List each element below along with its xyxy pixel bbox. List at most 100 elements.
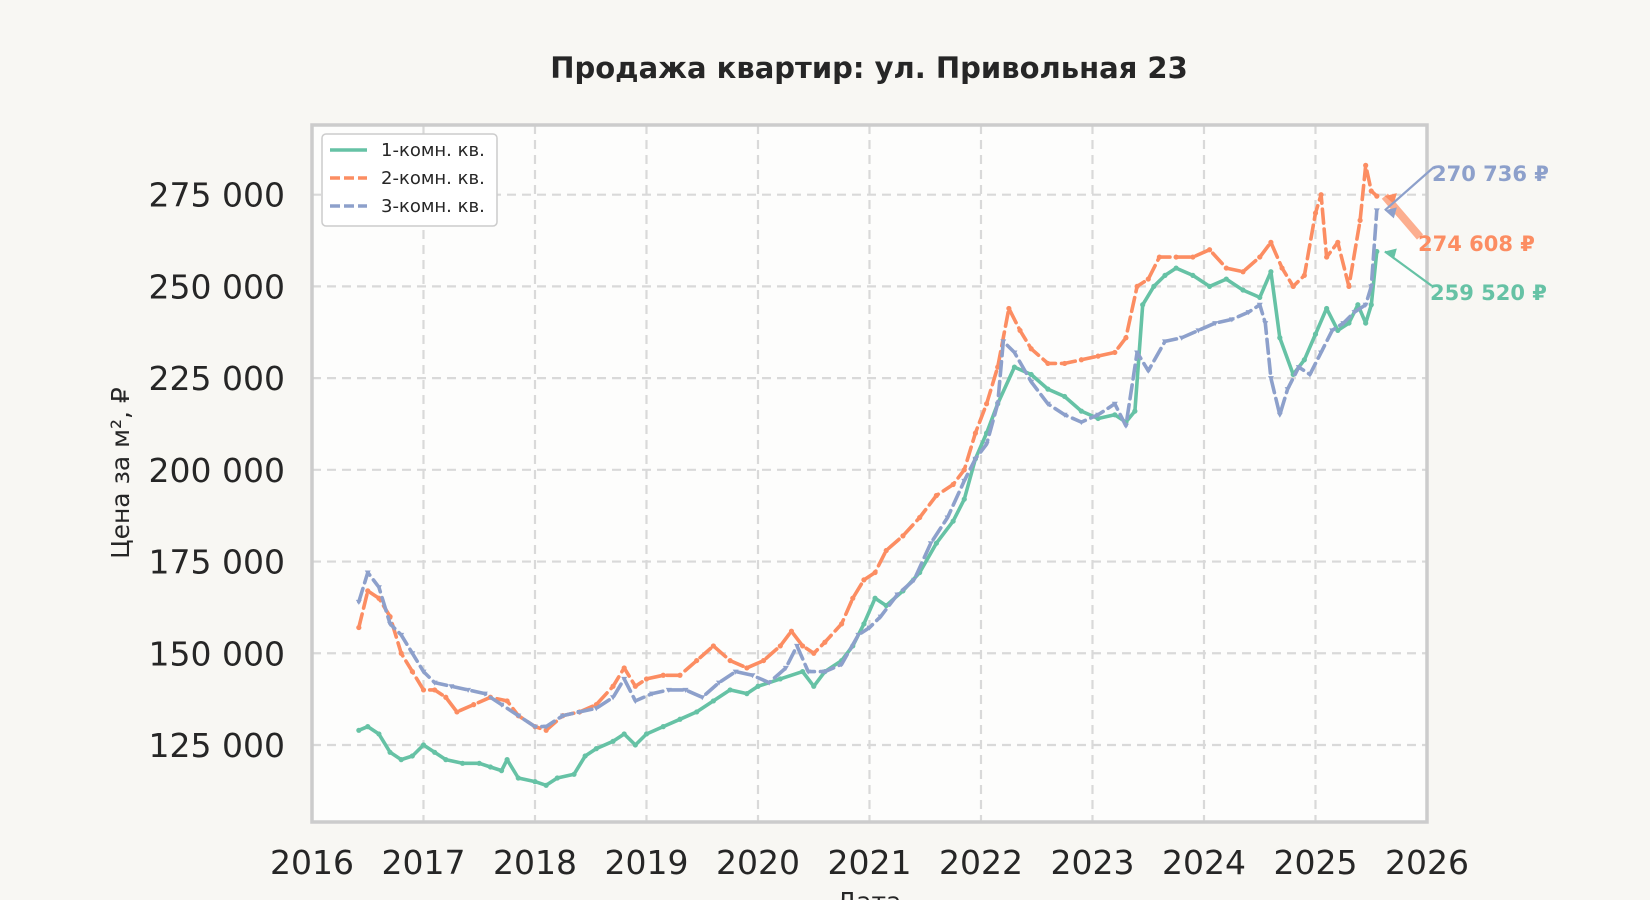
series-1-point: [1240, 287, 1246, 293]
series-1-point: [1324, 305, 1330, 312]
series-2-point: [777, 643, 783, 649]
series-1-point: [961, 496, 967, 502]
series-2-point: [660, 672, 666, 678]
legend: 1-комн. кв. 2-комн. кв. 3-комн. кв.: [321, 133, 498, 227]
series-1-point: [376, 731, 382, 737]
series-3-point: [665, 687, 672, 693]
series-2-point: [1078, 357, 1084, 363]
series-1-point: [532, 779, 538, 785]
series-1-point: [487, 764, 493, 770]
series-3-point: [1340, 321, 1347, 327]
series-2-point: [1112, 349, 1118, 356]
series-3-point: [1161, 339, 1168, 345]
series-line-3: [356, 208, 1379, 729]
series-1-point: [1011, 364, 1018, 370]
series-1-point: [1132, 408, 1138, 414]
series-3-point: [649, 691, 656, 697]
series-1-point: [1112, 412, 1118, 418]
series-3-point: [1028, 379, 1035, 385]
series-3-point: [766, 680, 773, 686]
series-3-point: [398, 632, 405, 638]
series-3-point: [805, 669, 812, 675]
y-tick-label: 150 000: [149, 634, 285, 673]
series-2-point: [744, 665, 750, 671]
y-tick-label: 275 000: [149, 176, 285, 215]
series-2-point: [1318, 192, 1324, 198]
series-3-point: [543, 724, 550, 730]
series-3-point: [749, 673, 756, 679]
series-3-point: [1362, 302, 1369, 308]
series-1-point: [677, 716, 683, 722]
series-1-point: [621, 731, 627, 737]
series-2-point: [1006, 305, 1012, 312]
series-1-point: [710, 698, 717, 704]
series-3-point: [1351, 310, 1358, 316]
series-3-point: [1122, 423, 1129, 429]
series-1-point: [643, 731, 650, 737]
x-tick-label: 2026: [1385, 843, 1469, 882]
end-value-label-3: 270 736 ₽: [1432, 162, 1549, 186]
series-1-point: [1062, 393, 1068, 400]
series-2-point: [1173, 254, 1179, 260]
series-1-point: [1355, 302, 1361, 308]
series-3-point: [944, 515, 951, 521]
series-3-point: [715, 680, 722, 686]
end-arrow-3: [1384, 166, 1435, 212]
series-2-point: [1240, 269, 1246, 275]
series-3-point: [1195, 328, 1202, 334]
series-1-point: [1301, 357, 1307, 363]
series-1-point: [632, 742, 638, 748]
series-1-point: [1206, 283, 1213, 290]
x-tick-label: 2023: [1051, 843, 1135, 882]
series-3-point: [1295, 365, 1302, 371]
series-2-point: [471, 702, 477, 708]
series-3-point: [927, 541, 934, 547]
series-2-point: [454, 709, 460, 715]
series-1-point: [883, 602, 889, 609]
series-3-point: [632, 698, 639, 704]
series-2-point: [822, 639, 828, 645]
series-2-point: [961, 467, 967, 473]
series-2-point: [900, 533, 906, 539]
series-2-point: [694, 657, 700, 664]
series-1-point: [1223, 276, 1229, 282]
series-1-point: [387, 749, 393, 755]
series-3-point: [972, 456, 979, 462]
series-3-point: [532, 724, 538, 730]
series-1-point: [420, 742, 427, 748]
series-3-point: [364, 570, 371, 576]
series-2-point: [1290, 283, 1296, 290]
y-tick-label: 175 000: [149, 543, 285, 582]
series-1-point: [610, 738, 616, 744]
series-2-point: [1346, 283, 1352, 290]
series-2-point: [543, 727, 549, 733]
series-3-point: [866, 625, 873, 631]
series-2-point: [1312, 210, 1319, 216]
series-2-point: [398, 650, 404, 656]
series-3-point: [838, 662, 845, 668]
series-2-point: [1156, 254, 1162, 260]
series-3-point: [498, 702, 505, 708]
series-2-point: [1324, 254, 1330, 260]
series-2-point: [788, 628, 795, 634]
series-3-point: [1284, 387, 1291, 393]
series-3-point: [387, 621, 394, 627]
series-3-point: [420, 669, 427, 675]
series-2-point: [883, 547, 889, 554]
series-1-point: [1151, 283, 1157, 290]
end-value-label-2: 274 608 ₽: [1418, 232, 1535, 256]
legend-box: [321, 133, 498, 227]
x-tick-label: 2022: [939, 843, 1023, 882]
series-3-point: [699, 695, 706, 701]
series-1-point: [727, 687, 733, 693]
series-2-point: [727, 657, 733, 664]
series-2-point: [1028, 346, 1034, 352]
series-1-point: [1346, 320, 1352, 326]
series-3-point: [994, 401, 1001, 407]
series-3-point: [821, 669, 828, 675]
series-1-point: [498, 768, 505, 774]
series-3-point: [1256, 302, 1263, 308]
series-3-point: [515, 713, 522, 719]
x-tick-label: 2021: [828, 843, 912, 882]
